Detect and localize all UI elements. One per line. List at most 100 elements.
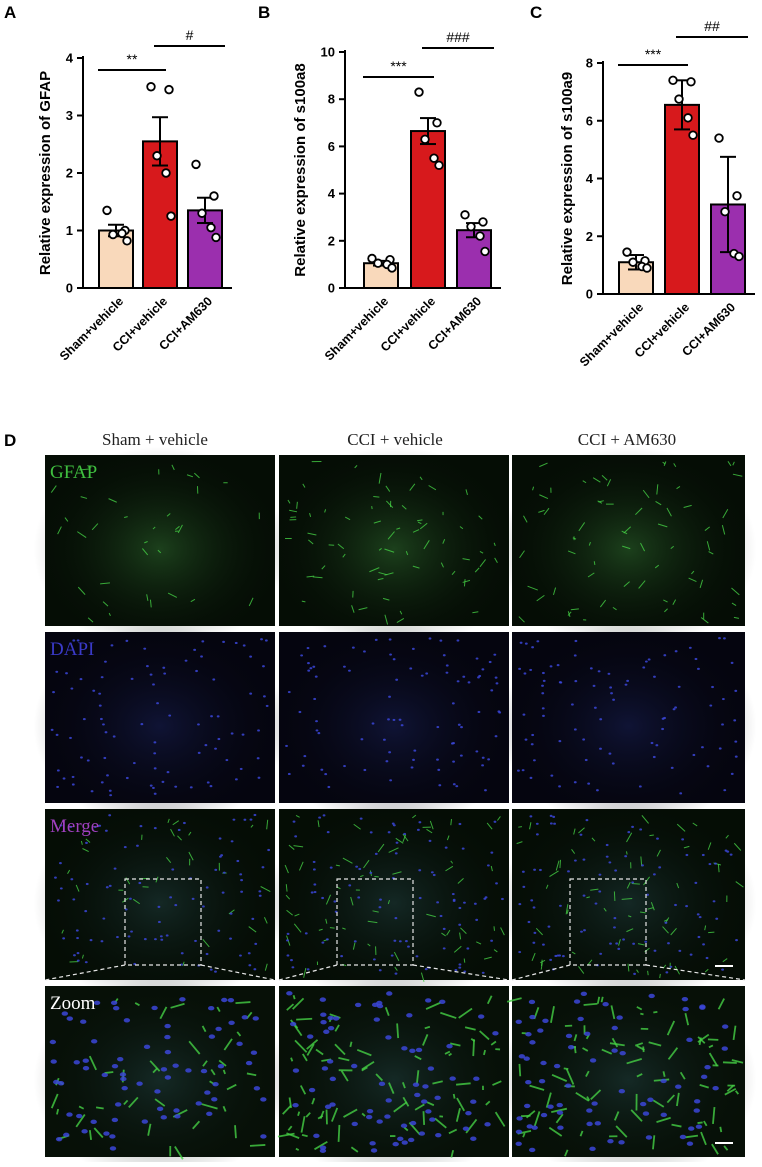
nucleus — [421, 1099, 427, 1103]
nucleus — [313, 861, 316, 863]
nucleus — [493, 654, 496, 656]
column-header-am630: CCI + AM630 — [578, 430, 676, 449]
nucleus — [681, 838, 684, 840]
micrograph-grid — [34, 446, 757, 1162]
nucleus — [694, 1099, 700, 1103]
nucleus — [523, 714, 526, 716]
nucleus — [660, 1079, 666, 1083]
nucleus — [389, 653, 392, 655]
nucleus — [254, 943, 257, 945]
nucleus — [536, 640, 539, 642]
nucleus — [458, 724, 461, 726]
nucleus — [457, 680, 460, 682]
nucleus — [646, 1135, 652, 1139]
nucleus — [358, 868, 361, 870]
gfap-fiber — [473, 1039, 474, 1056]
nucleus — [655, 744, 658, 746]
nucleus — [217, 930, 220, 932]
micrograph-dapi-am630 — [500, 623, 756, 828]
y-tick-label: 0 — [586, 287, 593, 302]
nucleus — [425, 672, 428, 674]
nucleus — [487, 758, 490, 760]
nucleus — [254, 1086, 260, 1090]
nucleus — [128, 935, 131, 937]
nucleus — [428, 1066, 434, 1070]
nucleus — [541, 692, 544, 694]
gfap-fiber — [653, 1012, 657, 1013]
nucleus — [609, 753, 612, 755]
nucleus — [240, 879, 243, 881]
nucleus — [166, 934, 169, 936]
nucleus — [263, 695, 266, 697]
nucleus — [154, 741, 157, 743]
gfap-fiber — [96, 1107, 104, 1108]
nucleus — [437, 769, 440, 771]
gfap-fiber — [626, 851, 627, 854]
nucleus — [99, 705, 102, 707]
nucleus — [195, 670, 198, 672]
nucleus — [161, 1115, 167, 1119]
nucleus — [606, 844, 609, 846]
nucleus — [72, 898, 75, 900]
y-axis-title: Relative expression of GFAP — [37, 71, 54, 275]
y-tick-label: 1 — [66, 223, 73, 238]
nucleus — [377, 1004, 383, 1008]
nucleus — [70, 878, 73, 880]
nucleus — [554, 955, 557, 957]
nucleus — [598, 890, 601, 892]
nucleus — [663, 654, 666, 656]
nucleus — [111, 644, 114, 646]
nucleus — [714, 862, 717, 864]
nucleus — [557, 1103, 563, 1107]
nucleus — [614, 917, 617, 919]
nucleus — [565, 1083, 571, 1087]
nucleus — [162, 781, 165, 783]
nucleus — [249, 693, 252, 695]
nucleus — [165, 1050, 171, 1054]
gfap-fiber — [518, 827, 522, 828]
nucleus — [433, 874, 436, 876]
gfap-fiber — [584, 1004, 598, 1005]
data-point — [165, 86, 173, 94]
nucleus — [682, 997, 688, 1001]
gfap-fiber — [397, 1023, 398, 1038]
nucleus — [355, 866, 358, 868]
nucleus — [236, 1042, 242, 1046]
nucleus — [463, 1126, 469, 1130]
gfap-fiber — [614, 891, 615, 900]
nucleus — [194, 940, 197, 942]
nucleus — [402, 1140, 408, 1144]
nucleus — [235, 642, 238, 644]
nucleus — [348, 670, 351, 672]
nucleus — [440, 915, 443, 917]
nucleus — [443, 654, 446, 656]
nucleus — [104, 661, 107, 663]
nucleus — [113, 1006, 119, 1010]
nucleus — [293, 1068, 299, 1072]
data-point — [684, 114, 692, 122]
nucleus — [612, 699, 615, 701]
nucleus — [307, 662, 310, 664]
data-point — [103, 207, 111, 215]
nucleus — [192, 898, 195, 900]
nucleus — [267, 849, 270, 851]
nucleus — [574, 859, 577, 861]
nucleus — [311, 891, 314, 893]
nucleus — [160, 935, 163, 937]
nucleus — [388, 751, 391, 753]
nucleus — [721, 723, 724, 725]
nucleus — [206, 1112, 212, 1116]
nucleus — [369, 1141, 375, 1145]
nucleus — [185, 660, 188, 662]
nucleus — [201, 1069, 207, 1073]
nucleus — [73, 954, 76, 956]
nucleus — [581, 992, 587, 996]
nucleus — [608, 673, 611, 675]
nucleus — [154, 938, 157, 940]
category-label: Sham+vehicle — [322, 294, 391, 363]
nucleus — [327, 786, 330, 788]
nucleus — [254, 814, 257, 816]
nucleus — [218, 1064, 224, 1068]
nucleus — [162, 667, 165, 669]
